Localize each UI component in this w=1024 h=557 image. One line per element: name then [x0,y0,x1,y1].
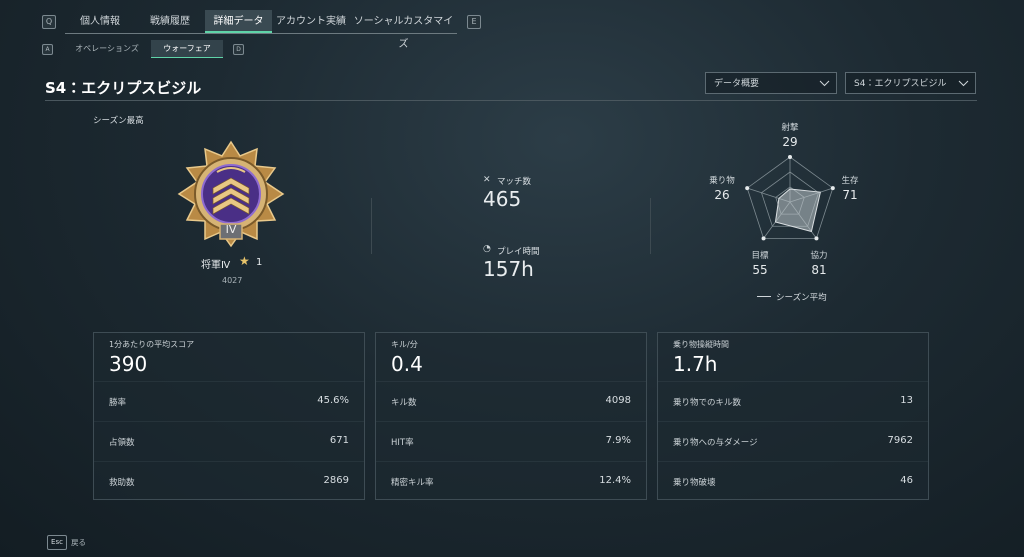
divider [650,198,651,254]
chevron [958,80,969,87]
stat-value: 45.6% [317,395,349,406]
header-rule [45,100,977,101]
radar-ring [746,156,834,239]
tab[interactable]: 詳細データ [205,10,272,33]
radar-vertex [814,236,819,241]
chevron [819,80,830,87]
panel-label: キル/分 [391,340,418,349]
legend-label: シーズン平均 [776,293,827,303]
radar-axis-value: 71 [842,188,857,202]
legend-line [757,296,771,297]
key-hint[interactable]: Esc [47,535,67,550]
summary-label: マッチ数 [497,177,532,187]
stat-label: 精密キル率 [391,478,434,488]
stat-label: 占領数 [109,438,135,448]
stat-value: 671 [329,435,349,446]
stat-value: 2869 [323,475,349,486]
rank-name: 将軍Ⅳ [201,260,231,271]
stat-row: 勝率 45.6% [94,381,364,422]
radar-axis-label: 生存 [841,175,859,186]
stat-label: 乗り物への与ダメージ [673,438,758,448]
divider [371,198,372,254]
tab-rule [65,33,457,34]
radar-axis-value: 29 [782,135,797,149]
stat-panel: キル/分 0.4 キル数 4098 HIT率 7.9% 精密キル率 12.4% [375,332,647,500]
dropdown[interactable]: データ概要 [705,72,837,94]
key-hint: Q [42,15,56,29]
radar-vertex [761,236,766,241]
radar-vertex [788,155,792,159]
tab[interactable]: 個人情報 [80,16,120,27]
stat-row: 救助数 2869 [94,461,364,502]
stat-label: 救助数 [109,478,135,488]
panel-label: 乗り物操縦時間 [673,340,729,349]
stat-value: 7.9% [605,435,631,446]
stat-label: キル数 [391,398,417,408]
stat-row: HIT率 7.9% [376,421,646,462]
rank-badge: IV [177,140,285,248]
radar-axis-value: 26 [714,188,729,202]
radar-vertex [830,186,835,191]
back-label: 戻る [71,538,86,547]
stat-label: 乗り物でのキル数 [673,398,742,408]
dropdown-label: S4：エクリプスビジル [854,79,947,89]
panel-value: 1.7h [673,352,718,376]
season-best-label: シーズン最高 [93,116,144,126]
stat-value: 7962 [887,435,913,446]
dropdown-label: データ概要 [714,79,760,89]
radar-axis-value: 55 [752,263,767,277]
dropdown[interactable]: S4：エクリプスビジル [845,72,976,94]
key-hint: A [42,44,53,55]
stat-value: 12.4% [599,475,631,486]
badge-numeral: IV [226,223,237,236]
radar-axis-label: 目標 [751,250,769,261]
stat-row: 占領数 671 [94,421,364,462]
radar-axis-label: 協力 [810,250,827,261]
stat-value: 13 [900,395,913,406]
stat-row: 乗り物破壊 46 [658,461,928,502]
subtab[interactable]: オペレーションズ [75,44,139,53]
stat-value: 4098 [605,395,631,406]
stat-value: 46 [900,475,913,486]
stat-panel: 乗り物操縦時間 1.7h 乗り物でのキル数 13 乗り物への与ダメージ 7962 乗り物破壊… [657,332,929,500]
stat-label: 乗り物破壊 [673,478,716,488]
key-hint: D [233,44,244,55]
rank-score: 4027 [222,276,243,285]
star-count: 1 [256,257,263,268]
time-icon: ◔ [483,244,491,254]
subtab[interactable]: ウォーフェア [151,40,223,58]
tab[interactable]: 戦績履歴 [150,16,190,27]
radar-axis-value: 81 [811,263,826,277]
key-hint: E [467,15,481,29]
season-title: S4：エクリプスビジル [45,79,202,97]
star-icon: ★ [239,254,250,268]
panel-value: 0.4 [391,352,423,376]
radar-area [774,188,821,233]
radar-axis-label: 乗り物 [709,175,735,186]
summary-value: 465 [483,187,522,211]
stat-row: キル数 4098 [376,381,646,422]
tab[interactable]: ソーシャルカスタマイズ [353,16,454,50]
summary-label: プレイ時間 [497,247,540,257]
panel-label: 1分あたりの平均スコア [109,340,195,349]
stat-row: 乗り物でのキル数 13 [658,381,928,422]
radar-chart: 射撃 29 生存 71 協力 81 目標 55 乗り物 26 [709,122,859,277]
panel-value: 390 [109,352,148,376]
radar-vertex [745,186,750,191]
stat-row: 乗り物への与ダメージ 7962 [658,421,928,462]
stat-label: HIT率 [391,438,414,448]
radar-axis-label: 射撃 [781,122,799,133]
stat-row: 精密キル率 12.4% [376,461,646,502]
stat-label: 勝率 [109,398,127,408]
stat-panel: 1分あたりの平均スコア 390 勝率 45.6% 占領数 671 救助数 2869 [93,332,365,500]
tab[interactable]: アカウント実績 [276,16,346,27]
match-icon: ✕ [483,175,491,185]
summary-value: 157h [483,257,534,281]
